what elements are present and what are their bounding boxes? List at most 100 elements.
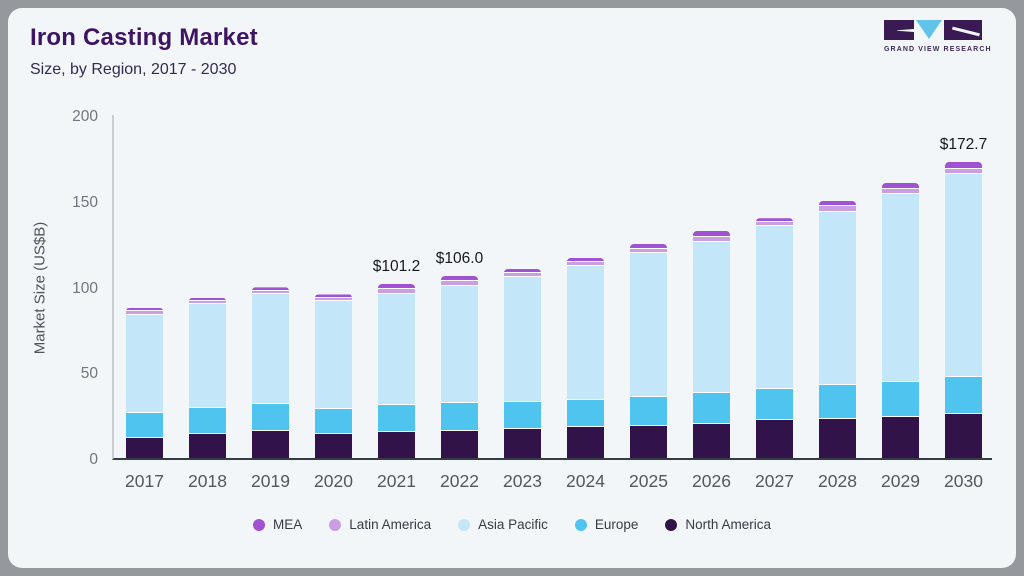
gvr-logo-text: GRAND VIEW RESEARCH xyxy=(884,46,992,53)
bar-segment-europe xyxy=(819,385,856,419)
x-axis-label-2021: 2021 xyxy=(377,471,416,491)
bar-segment-latin-america xyxy=(567,261,604,266)
bar-2027 xyxy=(756,218,793,458)
legend-item-north-america: North America xyxy=(665,517,771,532)
bar-value-label-2022: $106.0 xyxy=(435,250,484,268)
legend: MEA Latin America Asia Pacific Europe North … xyxy=(0,517,1024,532)
bar-segment-latin-america xyxy=(315,297,352,302)
bar-segment-europe xyxy=(630,396,667,427)
bar-segment-europe xyxy=(567,399,604,428)
bar-2019 xyxy=(252,287,289,458)
y-axis-title: Market Size (US$B) xyxy=(31,221,49,355)
legend-label: Europe xyxy=(594,517,639,532)
gvr-logo-g-icon xyxy=(884,20,914,40)
bar-2021 xyxy=(378,284,415,458)
bar-segment-mea xyxy=(441,276,478,282)
bar-segment-asia-pacific xyxy=(819,211,856,386)
bar-segment-mea xyxy=(378,284,415,290)
bar-segment-mea xyxy=(819,200,856,207)
bar-2018 xyxy=(189,297,226,458)
bar-segment-asia-pacific xyxy=(630,253,667,397)
legend-label: Latin America xyxy=(349,517,432,532)
bar-2028 xyxy=(819,200,856,458)
bar-segment-europe xyxy=(315,409,352,434)
bar-segment-europe xyxy=(945,376,982,415)
legend-dot-icon xyxy=(574,518,587,531)
bar-segment-mea xyxy=(126,307,163,312)
bar-segment-latin-america xyxy=(441,281,478,286)
x-axis-label-2020: 2020 xyxy=(314,471,353,491)
bar-segment-latin-america xyxy=(252,291,289,295)
bar-segment-mea xyxy=(630,244,667,249)
bar-segment-north-america xyxy=(252,430,289,458)
bar-segment-latin-america xyxy=(819,206,856,212)
bar-segment-europe xyxy=(693,393,730,425)
bar-segment-north-america xyxy=(882,417,919,458)
bar-segment-latin-america xyxy=(756,222,793,227)
gvr-logo-v-icon xyxy=(916,20,942,39)
bar-segment-north-america xyxy=(441,430,478,458)
gvr-logo: GRAND VIEW RESEARCH xyxy=(884,20,992,53)
bar-segment-mea xyxy=(189,297,226,302)
bar-segment-latin-america xyxy=(693,236,730,242)
bar-value-label-2030: $172.7 xyxy=(939,135,988,153)
y-tick-label: 100 xyxy=(72,279,98,297)
y-tick-label: 50 xyxy=(80,365,98,383)
bar-2030 xyxy=(945,161,982,458)
legend-label: MEA xyxy=(273,517,303,532)
x-axis-label-2030: 2030 xyxy=(944,471,983,491)
bar-2025 xyxy=(630,244,667,458)
x-axis-label-2024: 2024 xyxy=(566,471,605,491)
plot-area: $101.2 $106.0 $172.7 xyxy=(112,115,992,460)
gvr-logo-marks xyxy=(884,20,988,41)
bar-segment-north-america xyxy=(567,427,604,458)
bar-segment-europe xyxy=(504,402,541,430)
bar-segment-north-america xyxy=(126,438,163,458)
bar-segment-latin-america xyxy=(882,188,919,194)
bar-segment-mea xyxy=(882,182,919,189)
legend-item-latin-america: Latin America xyxy=(329,517,431,532)
page-subtitle: Size, by Region, 2017 - 2030 xyxy=(30,61,237,78)
bar-segment-asia-pacific xyxy=(693,241,730,394)
bar-segment-latin-america xyxy=(378,289,415,294)
bar-2023 xyxy=(504,268,541,458)
bar-2029 xyxy=(882,182,919,458)
y-tick-label: 0 xyxy=(89,451,98,468)
bar-segment-latin-america xyxy=(126,311,163,315)
bar-segment-north-america xyxy=(756,420,793,458)
bar-segment-mea xyxy=(693,231,730,237)
bar-segment-north-america xyxy=(189,434,226,458)
legend-item-europe: Europe xyxy=(574,517,639,532)
bar-segment-mea xyxy=(252,287,289,292)
bar-segment-asia-pacific xyxy=(756,226,793,389)
legend-item-mea: MEA xyxy=(253,517,302,532)
bar-segment-mea xyxy=(567,257,604,262)
x-axis-label-2025: 2025 xyxy=(629,471,668,491)
x-axis-label-2029: 2029 xyxy=(881,471,920,491)
bar-segment-north-america xyxy=(315,434,352,458)
bar-segment-asia-pacific xyxy=(504,276,541,403)
bar-segment-north-america xyxy=(945,414,982,458)
bar-segment-europe xyxy=(378,405,415,432)
x-axis-label-2023: 2023 xyxy=(503,471,542,491)
bar-segment-europe xyxy=(882,382,919,418)
bar-segment-asia-pacific xyxy=(315,301,352,410)
bar-segment-europe xyxy=(756,388,793,421)
x-axis-label-2027: 2027 xyxy=(755,471,794,491)
legend-label: Asia Pacific xyxy=(478,517,548,532)
x-axis-label-2022: 2022 xyxy=(440,471,479,491)
bar-2024 xyxy=(567,257,604,458)
bar-segment-asia-pacific xyxy=(126,314,163,414)
bar-segment-latin-america xyxy=(945,168,982,174)
y-tick-label: 150 xyxy=(72,193,98,211)
bar-segment-europe xyxy=(189,408,226,434)
bar-segment-latin-america xyxy=(630,248,667,254)
x-axis-label-2028: 2028 xyxy=(818,471,857,491)
legend-label: North America xyxy=(685,517,771,532)
y-tick-label: 200 xyxy=(72,108,98,125)
bar-2020 xyxy=(315,294,352,458)
bar-segment-asia-pacific xyxy=(378,293,415,406)
bar-segment-asia-pacific xyxy=(567,265,604,400)
bar-2022 xyxy=(441,276,478,458)
bar-segment-north-america xyxy=(693,424,730,458)
